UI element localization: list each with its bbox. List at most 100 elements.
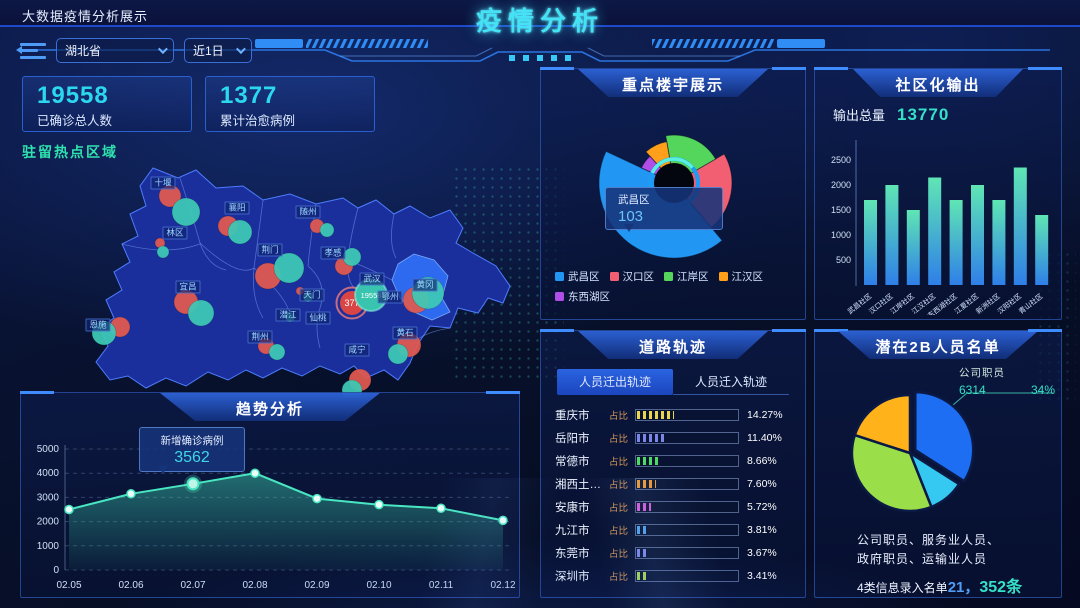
rose-legend: 武昌区 汉口区 江岸区 江汉区东西湖区 [541, 265, 805, 309]
hotspot-bubble [342, 247, 362, 267]
roads-panel: 道路轨迹 人员迁出轨迹 人员迁入轨迹 重庆市 占比 14.27% 岳阳市 占比 11.40… [540, 329, 806, 598]
migration-bar-track [635, 477, 739, 490]
region-select-value: 湖北省 [65, 44, 102, 58]
community-panel: 社区化输出 输出总量 13770 500 1000 1500 2000 2500 武昌社区… [814, 67, 1062, 320]
migration-list: 重庆市 占比 14.27% 岳阳市 占比 11.40% 常德市 占比 8.66% 湘西土… 占比 7.… [541, 395, 805, 587]
migration-row: 重庆市 占比 14.27% [555, 403, 791, 426]
trend-tooltip: 新增确诊病例 3562 [139, 427, 245, 474]
hotspot-bubble [227, 219, 253, 245]
ratio-label: 占比 [609, 410, 629, 422]
svg-text:1000: 1000 [37, 541, 60, 552]
migration-city: 湘西土… [555, 478, 601, 491]
legend-swatch [555, 272, 564, 281]
svg-text:02.10: 02.10 [366, 580, 391, 591]
tooltip-value: 3562 [174, 449, 210, 466]
migration-percent: 3.41% [747, 569, 777, 582]
migration-city: 常德市 [555, 455, 590, 468]
community-panel-title: 社区化输出 [895, 76, 981, 94]
tooltip-label: 新增确诊病例 [160, 435, 224, 447]
svg-text:02.07: 02.07 [180, 580, 205, 591]
roads-panel-title: 道路轨迹 [638, 338, 707, 356]
migration-city: 东莞市 [555, 547, 590, 560]
hotspot-bubble [273, 252, 305, 284]
ratio-label: 占比 [609, 502, 629, 514]
legend-item[interactable]: 武昌区 [555, 269, 600, 284]
collapse-menu-icon[interactable] [15, 41, 46, 61]
chevron-down-icon [235, 44, 246, 55]
rose-tooltip: 武昌区 103 [605, 187, 723, 232]
potential-panel: 潜在2B人员名单 公司职员 6314 34% 公司职员、服务业人员、 政府职员、… [814, 329, 1062, 598]
app-title: 大数据疫情分析展示 [22, 9, 149, 24]
hotspot-bubble [268, 343, 286, 361]
legend-item[interactable]: 江岸区 [664, 269, 709, 284]
svg-text:1500: 1500 [831, 205, 851, 215]
roads-panel-header: 道路轨迹 [541, 331, 805, 361]
callout-value: 6314 [959, 383, 986, 397]
trend-panel-title: 趋势分析 [235, 400, 304, 418]
marker-value: 377 [344, 298, 359, 308]
migration-city: 深圳市 [555, 570, 590, 583]
migration-percent: 14.27% [747, 408, 783, 421]
hotspot-bubble [319, 222, 335, 238]
category-description: 公司职员、服务业人员、 政府职员、运输业人员 [815, 529, 1061, 569]
migration-bar-fill [637, 525, 648, 534]
hotspot-bubble [187, 299, 215, 327]
svg-text:3000: 3000 [37, 492, 60, 503]
migration-bar-track [635, 523, 739, 536]
legend-item[interactable]: 东西湖区 [555, 289, 610, 304]
svg-text:02.12: 02.12 [490, 580, 515, 591]
cured-total-value: 1377 [220, 82, 278, 109]
chevron-down-icon [157, 44, 168, 55]
legend-item[interactable]: 江汉区 [718, 269, 763, 284]
period-select[interactable]: 近1日 [184, 38, 252, 63]
migration-bar-fill [637, 502, 652, 511]
migration-bar-track [635, 431, 739, 444]
province-outline [95, 167, 511, 389]
buildings-panel: 重点楼宇展示 武昌区 103 武昌区 汉口区 江岸区 江汉区东西湖区 [540, 67, 806, 320]
migration-row: 常德市 占比 8.66% [555, 449, 791, 472]
records-summary: 4类信息录入名单21，352条 [815, 569, 1061, 597]
output-total-label: 输出总量 [833, 108, 886, 123]
hubei-map: 377 19558 [58, 148, 528, 398]
output-total: 输出总量 13770 [815, 99, 1061, 125]
ratio-label: 占比 [609, 525, 629, 537]
ratio-label: 占比 [609, 571, 629, 583]
svg-text:02.11: 02.11 [429, 580, 454, 591]
legend-item[interactable]: 汉口区 [609, 269, 654, 284]
period-select-value: 近1日 [193, 44, 224, 58]
hotspot-bubble [295, 286, 305, 296]
migration-percent: 5.72% [747, 500, 777, 513]
buildings-panel-title: 重点楼宇展示 [621, 76, 724, 94]
migration-bar-fill [637, 479, 657, 488]
migration-bar-fill [637, 433, 667, 442]
records-prefix: 4类信息录入名单 [857, 581, 948, 595]
svg-text:2000: 2000 [831, 180, 851, 190]
tab-migration-in[interactable]: 人员迁入轨迹 [673, 369, 789, 395]
ratio-label: 占比 [609, 548, 629, 560]
legend-swatch [555, 292, 564, 301]
svg-text:02.09: 02.09 [304, 580, 329, 591]
ratio-label: 占比 [609, 456, 629, 468]
migration-city: 九江市 [555, 524, 590, 537]
community-bar-chart: 5001000150020002500武昌社区汉口社区江岸社区江汉社区东西湖社区… [831, 140, 1049, 315]
migration-bar-track [635, 500, 739, 513]
migration-bar-fill [637, 548, 647, 557]
page-title: 疫情分析 [475, 6, 604, 36]
hotspot-bubble [387, 343, 409, 365]
region-select[interactable]: 湖北省 [56, 38, 174, 63]
records-num1: 21， [947, 579, 980, 596]
migration-bar-fill [637, 410, 674, 419]
tab-migration-out[interactable]: 人员迁出轨迹 [557, 369, 673, 395]
svg-text:4000: 4000 [37, 468, 60, 479]
callout-pct: 34% [1030, 383, 1055, 397]
svg-text:0: 0 [53, 565, 59, 576]
migration-row: 安康市 占比 5.72% [555, 495, 791, 518]
svg-text:500: 500 [836, 255, 851, 265]
migration-row: 岳阳市 占比 11.40% [555, 426, 791, 449]
callout-name: 公司职员 [959, 367, 1005, 379]
svg-text:1000: 1000 [831, 230, 851, 240]
trend-panel: 趋势分析 0 1000 2000 3000 4000 5000 02.05 02.06 02.0… [20, 391, 520, 598]
hotspot-bubble [411, 276, 445, 310]
migration-percent: 7.60% [747, 477, 777, 490]
